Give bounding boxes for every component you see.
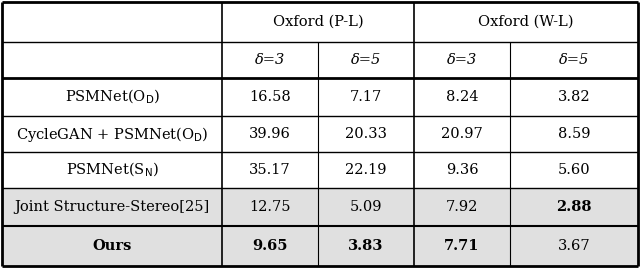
Text: 7.17: 7.17: [350, 90, 382, 104]
Text: 22.19: 22.19: [345, 163, 387, 177]
Text: 8.59: 8.59: [557, 127, 590, 141]
Text: 16.58: 16.58: [249, 90, 291, 104]
Text: δ=3: δ=3: [447, 53, 477, 67]
Text: 35.17: 35.17: [249, 163, 291, 177]
Text: 8.24: 8.24: [445, 90, 478, 104]
Text: Ours: Ours: [92, 239, 132, 253]
Text: Oxford (W-L): Oxford (W-L): [478, 15, 573, 29]
Text: 3.83: 3.83: [348, 239, 384, 253]
Text: 20.33: 20.33: [345, 127, 387, 141]
Bar: [2, 188, 638, 226]
Text: 7.71: 7.71: [444, 239, 480, 253]
Text: Oxford (P-L): Oxford (P-L): [273, 15, 364, 29]
Text: 3.82: 3.82: [557, 90, 590, 104]
Text: 39.96: 39.96: [249, 127, 291, 141]
Text: PSMNet(O$_\mathrm{D}$): PSMNet(O$_\mathrm{D}$): [65, 88, 159, 106]
Text: PSMNet(S$_\mathrm{N}$): PSMNet(S$_\mathrm{N}$): [66, 161, 158, 179]
Text: 9.36: 9.36: [445, 163, 478, 177]
Text: δ=5: δ=5: [559, 53, 589, 67]
Text: 12.75: 12.75: [249, 200, 291, 214]
Text: 3.67: 3.67: [557, 239, 590, 253]
Text: 9.65: 9.65: [252, 239, 288, 253]
Text: 7.92: 7.92: [446, 200, 478, 214]
Text: 5.09: 5.09: [349, 200, 382, 214]
Bar: [2, 226, 638, 266]
Text: δ=5: δ=5: [351, 53, 381, 67]
Text: 2.88: 2.88: [556, 200, 592, 214]
Text: 20.97: 20.97: [441, 127, 483, 141]
Text: δ=3: δ=3: [255, 53, 285, 67]
Text: Joint Structure-Stereo[25]: Joint Structure-Stereo[25]: [14, 200, 210, 214]
Text: CycleGAN + PSMNet(O$_\mathrm{D}$): CycleGAN + PSMNet(O$_\mathrm{D}$): [16, 125, 208, 143]
Text: 5.60: 5.60: [557, 163, 590, 177]
